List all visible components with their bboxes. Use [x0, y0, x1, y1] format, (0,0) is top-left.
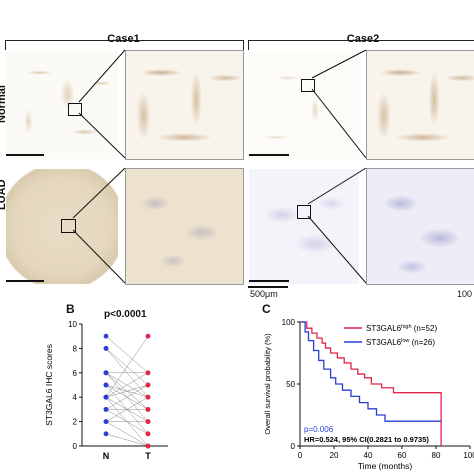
zoom-connector-lines — [72, 49, 367, 284]
y-tick-label: 6 — [73, 369, 78, 378]
y-tick-label: 4 — [73, 393, 78, 402]
point-t — [145, 431, 151, 437]
pair-line — [105, 421, 149, 447]
x-category-t: T — [145, 451, 151, 461]
x-tick-label: 20 — [330, 451, 339, 460]
pair-line — [105, 433, 149, 447]
scale-bar — [249, 154, 289, 156]
case2-normal-zoom — [366, 50, 474, 160]
hazard-ratio-text: HR=0.524, 95% CI(0.2821 to 0.9735) — [304, 435, 429, 444]
survival-line-high — [300, 321, 442, 446]
pair-line — [105, 396, 149, 422]
case2-luad-zoom — [366, 168, 474, 285]
zoom-region-box — [68, 103, 82, 116]
x-tick-label: 80 — [432, 451, 441, 460]
point-n — [103, 419, 109, 424]
panel-letter-b: B — [66, 302, 75, 316]
scale-bar-reference — [248, 286, 288, 288]
pair-line — [105, 384, 149, 398]
case1-normal-overview — [5, 50, 119, 160]
case1-bracket — [5, 40, 244, 52]
y-tick-label: 0 — [73, 442, 78, 451]
zoom-region-box — [301, 79, 315, 92]
case2-luad-overview — [248, 168, 360, 285]
survival-line-low — [300, 321, 442, 422]
y-tick-label: 10 — [68, 320, 77, 329]
x-tick-label: 60 — [398, 451, 407, 460]
y-tick-label: 100 — [282, 318, 296, 327]
pair-line — [105, 336, 149, 373]
point-t — [145, 370, 151, 376]
y-axis-label: Overall survival probability (%) — [263, 333, 272, 435]
scale-label-right: 100 — [457, 289, 473, 299]
point-t — [145, 407, 151, 412]
point-t — [145, 394, 151, 400]
pvalue-c: p=0.006 — [304, 425, 334, 434]
pair-line — [105, 384, 149, 410]
case2-label: Case2 — [346, 33, 380, 45]
y-axis-label: ST3GAL6 IHC scores — [44, 344, 54, 426]
point-n — [103, 370, 109, 376]
y-tick-label: 2 — [73, 418, 78, 427]
point-t — [145, 382, 151, 388]
point-t — [145, 333, 151, 339]
y-tick-label: 0 — [291, 442, 296, 451]
zoom-region-box — [297, 205, 311, 219]
point-n — [103, 346, 109, 351]
x-tick-label: 40 — [364, 451, 373, 460]
survival-curve-chart: 0 50 100 0 20 40 60 80 100 Time (months) Overall s… — [263, 318, 474, 471]
scale-bar — [249, 280, 289, 282]
y-tick-label: 50 — [286, 380, 295, 389]
point-n — [103, 333, 109, 339]
x-axis-label: Time (months) — [358, 461, 413, 471]
case1-normal-zoom — [125, 50, 244, 160]
pair-line — [105, 336, 149, 398]
case2-bracket — [248, 40, 474, 52]
x-tick-label: 100 — [463, 451, 474, 460]
x-category-n: N — [103, 451, 110, 461]
panel-letter-c: C — [262, 302, 271, 316]
legend-label-low: ST3GAL6low (n=26) — [366, 338, 435, 347]
point-t — [145, 419, 151, 424]
point-n — [103, 382, 109, 388]
case1-luad-zoom — [125, 168, 244, 285]
x-tick-label: 0 — [298, 451, 303, 460]
scale-bar — [6, 280, 44, 282]
pair-line — [105, 372, 149, 398]
point-n — [103, 431, 109, 437]
legend-label-high: ST3GAL6high (n=52) — [366, 324, 437, 333]
scale-label-left: 500μm — [250, 289, 278, 299]
scale-bar — [6, 154, 44, 156]
point-n — [103, 407, 109, 412]
paired-scatter-chart: 0 2 4 6 8 10 ST3GAL6 IHC scores N T — [44, 320, 168, 461]
case2-normal-overview — [248, 50, 360, 160]
y-tick-label: 8 — [73, 344, 78, 353]
point-t — [145, 443, 151, 449]
pvalue-b: p<0.0001 — [104, 309, 147, 320]
case1-luad-overview — [5, 168, 119, 285]
zoom-region-box — [61, 219, 76, 233]
point-n — [103, 394, 109, 400]
case1-label: Case1 — [107, 33, 140, 45]
